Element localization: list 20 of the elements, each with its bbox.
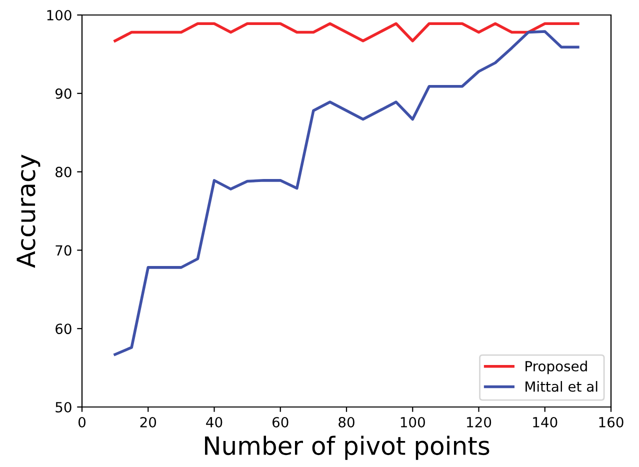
y-tick-label: 90 <box>55 88 72 99</box>
line-series <box>114 30 580 356</box>
x-tick-label: 60 <box>272 416 288 428</box>
x-tick-label: 20 <box>140 416 156 428</box>
x-tick-label: 100 <box>400 416 425 428</box>
y-tick-label: 70 <box>56 245 72 256</box>
y-tick-label: 50 <box>56 402 72 412</box>
x-tick-label: 120 <box>467 416 492 428</box>
legend-label: Mittal et al <box>526 381 598 392</box>
y-tick-label: 60 <box>56 324 72 334</box>
y-tick-label: 100 <box>47 10 72 20</box>
x-tick-label: 80 <box>338 416 354 428</box>
x-axis-title: Number of pivot points <box>205 436 490 460</box>
legend-label: Proposed <box>526 360 587 374</box>
x-tick-label: 160 <box>599 416 624 428</box>
y-tick-label: 80 <box>56 166 72 178</box>
x-tick-label: 0 <box>78 416 86 428</box>
x-tick-label: 140 <box>533 416 558 428</box>
x-tick-label: 40 <box>206 416 222 428</box>
y-axis-title: Accuracy <box>16 154 40 268</box>
